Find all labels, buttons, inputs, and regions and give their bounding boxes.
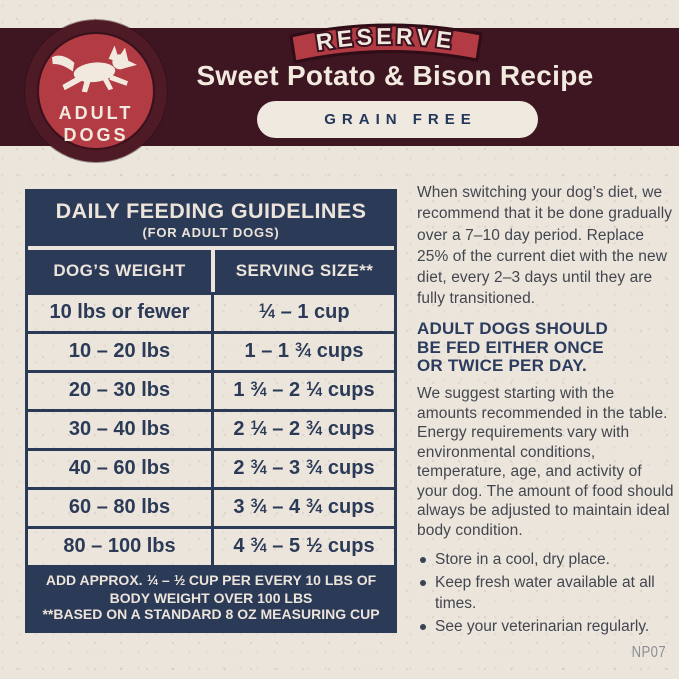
- logo-label: ADULT DOGS: [25, 102, 167, 146]
- table-row: 10 lbs or fewer 1⁄4 – 1 cup: [28, 292, 394, 331]
- table-row: 30 – 40 lbs 2 1⁄4 – 2 3⁄4 cups: [28, 409, 394, 448]
- transition-paragraph: When switching your dog’s diet, we recom…: [417, 184, 673, 308]
- table-row: 20 – 30 lbs 1 3⁄4 – 2 1⁄4 cups: [28, 370, 394, 409]
- reserve-ribbon: RESERVE: [289, 21, 483, 64]
- list-item: Store in a cool, dry place.: [417, 549, 674, 571]
- serving-cell: 1 – 1 3⁄4 cups: [211, 334, 394, 370]
- table-subtitle: (FOR ADULT DOGS): [142, 225, 280, 240]
- footnote-add-approx: ADD APPROX. 1⁄4 – 1⁄2 CUP PER EVERY 10 L…: [45, 571, 377, 606]
- feeding-frequency-heading: ADULT DOGS SHOULD BE FED EITHER ONCE OR …: [417, 318, 609, 376]
- serving-cell: 4 3⁄4 – 5 1⁄2 cups: [211, 529, 394, 565]
- logo-line-2: DOGS: [63, 125, 129, 146]
- grain-free-pill: GRAIN FREE: [257, 101, 538, 138]
- care-tips-list: Store in a cool, dry place. Keep fresh w…: [417, 549, 674, 637]
- table-header-row: DOG’S WEIGHT SERVING SIZE**: [28, 250, 394, 292]
- serving-cell: 2 1⁄4 – 2 3⁄4 cups: [211, 412, 394, 448]
- table-row: 80 – 100 lbs 4 3⁄4 – 5 1⁄2 cups: [28, 526, 394, 565]
- table-title-block: DAILY FEEDING GUIDELINES (FOR ADULT DOGS…: [28, 192, 394, 246]
- serving-cell: 2 3⁄4 – 3 3⁄4 cups: [211, 451, 394, 487]
- table-row: 40 – 60 lbs 2 3⁄4 – 3 3⁄4 cups: [28, 448, 394, 487]
- weight-cell: 60 – 80 lbs: [68, 496, 171, 518]
- table-row: 10 – 20 lbs 1 – 1 3⁄4 cups: [28, 331, 394, 370]
- list-item: See your veterinarian regularly.: [417, 616, 674, 638]
- feeding-info-column: When switching your dog’s diet, we recom…: [417, 182, 674, 638]
- serving-cell: 1⁄4 – 1 cup: [211, 295, 394, 331]
- serving-cell: 1 3⁄4 – 2 1⁄4 cups: [211, 373, 394, 409]
- column-header-serving: SERVING SIZE**: [211, 250, 394, 292]
- weight-cell: 30 – 40 lbs: [68, 418, 171, 440]
- recipe-title: Sweet Potato & Bison Recipe: [196, 60, 594, 91]
- weight-cell: 10 – 20 lbs: [68, 340, 171, 362]
- table-footnote-block: ADD APPROX. 1⁄4 – 1⁄2 CUP PER EVERY 10 L…: [28, 565, 394, 630]
- weight-cell: 20 – 30 lbs: [68, 379, 171, 401]
- weight-cell: 10 lbs or fewer: [49, 301, 190, 323]
- logo-inner-circle: [37, 32, 155, 150]
- grain-free-label: GRAIN FREE: [324, 111, 477, 128]
- amount-adjustment-paragraph: We suggest starting with the amounts rec…: [417, 385, 674, 539]
- adult-dogs-logo: ADULT DOGS: [25, 20, 167, 162]
- list-item: Keep fresh water available at all times.: [417, 572, 674, 615]
- weight-cell: 80 – 100 lbs: [63, 535, 176, 557]
- product-code: NP07: [631, 644, 666, 661]
- running-dog-icon: [52, 45, 137, 93]
- serving-cell: 3 3⁄4 – 4 3⁄4 cups: [211, 490, 394, 526]
- table-title: DAILY FEEDING GUIDELINES: [55, 199, 367, 223]
- logo-line-1: ADULT: [58, 103, 134, 124]
- footnote-measuring-cup: **BASED ON A STANDARD 8 OZ MEASURING CUP: [42, 606, 380, 623]
- column-header-weight: DOG’S WEIGHT: [53, 261, 186, 280]
- feeding-guidelines-table: DAILY FEEDING GUIDELINES (FOR ADULT DOGS…: [25, 189, 397, 633]
- weight-cell: 40 – 60 lbs: [68, 457, 171, 479]
- table-row: 60 – 80 lbs 3 3⁄4 – 4 3⁄4 cups: [28, 487, 394, 526]
